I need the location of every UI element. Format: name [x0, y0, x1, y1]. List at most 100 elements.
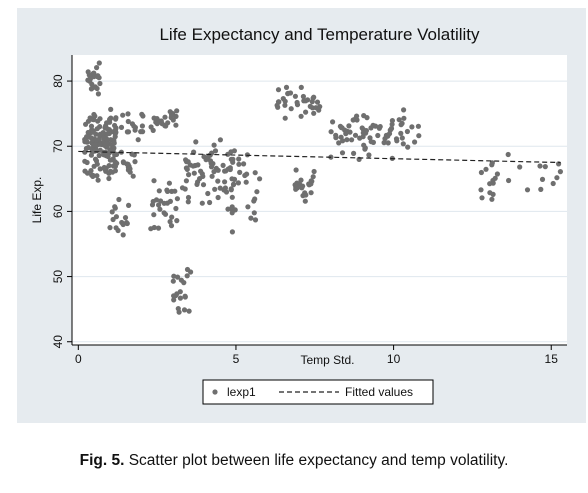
data-point — [169, 214, 175, 220]
data-point — [257, 176, 263, 182]
data-point — [138, 129, 144, 135]
data-point — [97, 80, 103, 87]
data-point — [173, 122, 179, 128]
data-point — [298, 177, 304, 183]
data-point — [242, 172, 248, 179]
data-point — [241, 161, 247, 167]
data-point — [225, 206, 231, 212]
x-tick-label: 10 — [387, 352, 401, 366]
data-point — [230, 182, 237, 188]
data-point — [191, 170, 197, 176]
data-point — [104, 120, 110, 126]
data-point — [126, 202, 132, 208]
data-point — [306, 182, 312, 188]
data-point — [230, 156, 236, 162]
data-point — [292, 93, 298, 99]
data-point — [354, 113, 360, 119]
data-point — [368, 125, 374, 131]
data-point — [166, 180, 172, 186]
data-point — [352, 132, 359, 138]
data-point — [333, 132, 339, 138]
data-point — [167, 219, 173, 225]
data-point — [215, 194, 221, 201]
data-point — [157, 206, 163, 212]
data-point — [87, 76, 93, 82]
data-point — [386, 131, 393, 137]
data-point — [398, 122, 404, 128]
data-point — [161, 200, 167, 206]
data-point — [140, 113, 146, 119]
data-point — [415, 123, 421, 129]
data-point — [350, 117, 356, 123]
legend-label-fit: Fitted values — [345, 385, 413, 399]
data-point — [84, 134, 90, 140]
data-point — [173, 205, 179, 212]
data-point — [191, 149, 197, 155]
data-point — [85, 129, 91, 136]
data-point — [175, 306, 181, 312]
figure-panel: 0 5 10 15 40 50 60 70 80 Life Expectancy and Tem… — [17, 8, 586, 423]
scatter-chart: 0 5 10 15 40 50 60 70 80 Life Expectancy and Tem… — [30, 25, 567, 405]
data-point — [228, 186, 234, 192]
data-point — [490, 180, 496, 186]
data-point — [362, 146, 368, 152]
data-point — [524, 187, 531, 193]
y-tick-label: 60 — [51, 204, 65, 218]
data-point — [195, 179, 201, 185]
data-point — [328, 129, 334, 135]
x-tick-label: 5 — [233, 352, 240, 366]
data-point — [366, 152, 372, 158]
data-point — [367, 135, 373, 141]
data-point — [336, 140, 342, 146]
data-point — [164, 187, 170, 193]
y-axis-label: Life Exp. — [30, 177, 44, 224]
data-point — [248, 215, 254, 221]
data-point — [153, 197, 160, 203]
data-point — [478, 187, 484, 193]
data-point — [118, 124, 125, 130]
data-point — [212, 186, 218, 192]
data-point — [124, 161, 130, 167]
data-point — [539, 176, 546, 182]
data-point — [174, 196, 180, 202]
data-point — [382, 136, 388, 142]
data-point — [357, 135, 363, 141]
data-point — [181, 280, 187, 286]
axes: 0 5 10 15 40 50 60 70 80 — [51, 55, 567, 366]
data-point — [385, 140, 391, 146]
data-point — [113, 225, 119, 231]
data-point — [229, 229, 235, 235]
data-point — [404, 128, 410, 135]
data-point — [215, 167, 221, 173]
data-point — [211, 142, 217, 148]
data-point — [106, 170, 112, 176]
data-point — [88, 123, 95, 129]
data-point — [182, 293, 188, 299]
data-point — [292, 182, 298, 188]
data-point — [298, 84, 304, 90]
data-point — [132, 159, 138, 165]
data-point — [109, 209, 115, 215]
y-tick-label: 50 — [51, 270, 65, 284]
data-point — [311, 94, 317, 100]
data-point — [83, 121, 89, 127]
data-point — [301, 98, 307, 104]
data-point — [122, 215, 129, 221]
data-point — [311, 110, 317, 116]
data-point — [243, 179, 249, 185]
data-point — [288, 106, 294, 112]
data-point — [84, 159, 90, 166]
data-point — [483, 166, 489, 172]
data-point — [316, 107, 322, 113]
data-point — [398, 130, 404, 136]
data-point — [340, 138, 346, 144]
data-point — [148, 124, 154, 130]
data-point — [106, 163, 112, 169]
data-point — [303, 192, 309, 198]
data-point — [94, 173, 100, 179]
data-point — [215, 178, 221, 184]
data-point — [94, 85, 100, 92]
data-point — [159, 121, 165, 127]
data-point — [287, 90, 294, 96]
data-point — [195, 162, 201, 168]
